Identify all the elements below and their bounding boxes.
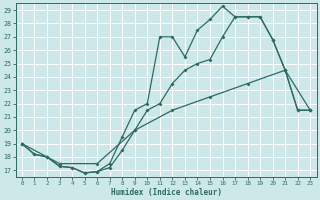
X-axis label: Humidex (Indice chaleur): Humidex (Indice chaleur) — [111, 188, 221, 197]
